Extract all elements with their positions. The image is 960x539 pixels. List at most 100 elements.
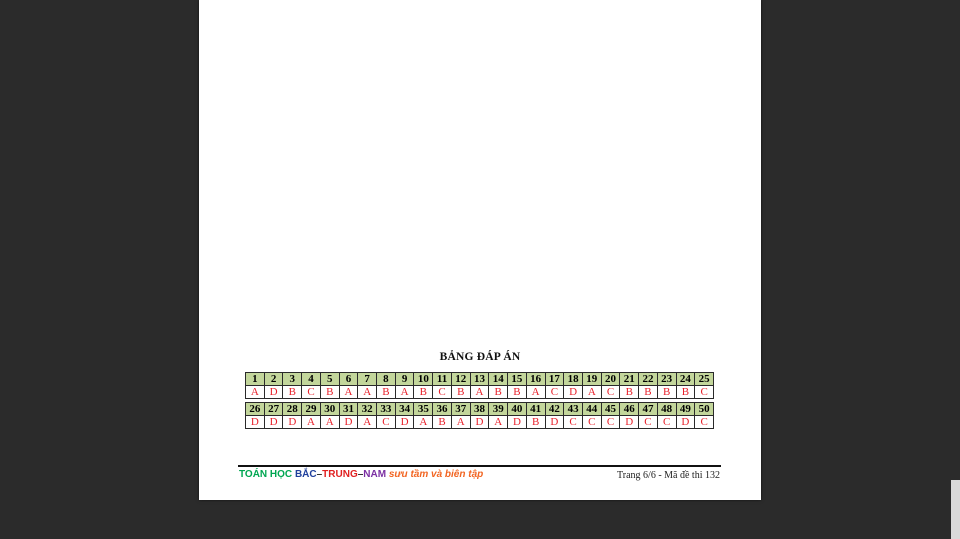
answer-cell: B <box>414 386 433 399</box>
answer-cell: A <box>246 386 265 399</box>
brand-text-bac: BẮC <box>295 469 317 480</box>
question-number-cell: 4 <box>302 373 321 386</box>
question-number-cell: 40 <box>508 403 527 416</box>
question-number-row: 1 2 3 4 5 6 7 8 9 10 11 12 13 14 15 16 17 18 19 20 21 22 23 24 2… <box>246 373 714 386</box>
question-number-cell: 6 <box>339 373 358 386</box>
answer-key-title: BẢNG ĐÁP ÁN <box>199 351 761 363</box>
question-number-cell: 34 <box>395 403 414 416</box>
document-page: BẢNG ĐÁP ÁN 1 2 3 4 5 6 7 8 9 10 11 12 13 14 15 16 17 18 1… <box>199 0 761 500</box>
answer-cell: C <box>302 386 321 399</box>
question-number-cell: 49 <box>676 403 695 416</box>
question-number-cell: 27 <box>264 403 283 416</box>
answer-cell: A <box>526 386 545 399</box>
question-number-cell: 25 <box>695 373 714 386</box>
answer-cell: D <box>508 416 527 429</box>
question-number-cell: 44 <box>582 403 601 416</box>
brand-text-toan-hoc: TOÁN HỌC <box>239 469 292 480</box>
answer-cell: D <box>470 416 489 429</box>
answer-cell: B <box>657 386 676 399</box>
question-number-cell: 36 <box>433 403 452 416</box>
question-number-cell: 22 <box>639 373 658 386</box>
answer-cell: B <box>320 386 339 399</box>
answer-cell: A <box>358 416 377 429</box>
question-number-row: 26 27 28 29 30 31 32 33 34 35 36 37 38 39 40 41 42 43 44 45… <box>246 403 714 416</box>
question-number-cell: 45 <box>601 403 620 416</box>
question-number-cell: 12 <box>451 373 470 386</box>
question-number-cell: 20 <box>601 373 620 386</box>
question-number-cell: 42 <box>545 403 564 416</box>
answer-cell: B <box>433 416 452 429</box>
brand-text-credit: sưu tầm và biên tập <box>389 469 483 480</box>
answer-cell: B <box>676 386 695 399</box>
question-number-cell: 48 <box>657 403 676 416</box>
question-number-cell: 10 <box>414 373 433 386</box>
page-info: Trang 6/6 - Mã đề thi 132 <box>617 470 720 481</box>
question-number-cell: 31 <box>339 403 358 416</box>
answer-cell: A <box>358 386 377 399</box>
answer-cell: C <box>545 386 564 399</box>
answer-cell: D <box>246 416 265 429</box>
answer-cell: A <box>320 416 339 429</box>
answer-cell: B <box>489 386 508 399</box>
answer-cell: C <box>582 416 601 429</box>
brand-text-trung: TRUNG <box>322 469 358 480</box>
question-number-cell: 8 <box>377 373 396 386</box>
answer-cell: D <box>395 416 414 429</box>
question-number-cell: 17 <box>545 373 564 386</box>
answer-cell: B <box>451 386 470 399</box>
answer-table-2: 26 27 28 29 30 31 32 33 34 35 36 37 38 39 40 41 42 43 44 45… <box>245 402 714 429</box>
answer-cell: C <box>377 416 396 429</box>
answer-cell: A <box>470 386 489 399</box>
answer-cell: C <box>695 416 714 429</box>
question-number-cell: 5 <box>320 373 339 386</box>
question-number-cell: 32 <box>358 403 377 416</box>
question-number-cell: 15 <box>508 373 527 386</box>
question-number-cell: 28 <box>283 403 302 416</box>
question-number-cell: 43 <box>564 403 583 416</box>
question-number-cell: 19 <box>582 373 601 386</box>
question-number-cell: 41 <box>526 403 545 416</box>
question-number-cell: 16 <box>526 373 545 386</box>
answer-cell: A <box>582 386 601 399</box>
question-number-cell: 9 <box>395 373 414 386</box>
answer-cell: C <box>695 386 714 399</box>
answer-cell: D <box>264 386 283 399</box>
answer-cell: D <box>264 416 283 429</box>
answer-cell: B <box>639 386 658 399</box>
answer-cell: C <box>639 416 658 429</box>
question-number-cell: 37 <box>451 403 470 416</box>
question-number-cell: 21 <box>620 373 639 386</box>
answer-cell: C <box>433 386 452 399</box>
question-number-cell: 30 <box>320 403 339 416</box>
answer-cell: C <box>601 386 620 399</box>
answer-cell: A <box>339 386 358 399</box>
question-number-cell: 47 <box>639 403 658 416</box>
question-number-cell: 18 <box>564 373 583 386</box>
question-number-cell: 23 <box>657 373 676 386</box>
question-number-cell: 39 <box>489 403 508 416</box>
scrollbar-thumb[interactable] <box>951 480 960 539</box>
question-number-cell: 1 <box>246 373 265 386</box>
answer-cell: D <box>545 416 564 429</box>
answer-cell: D <box>339 416 358 429</box>
answer-cell: A <box>302 416 321 429</box>
answer-cell: B <box>377 386 396 399</box>
answer-cell: A <box>451 416 470 429</box>
answer-cell: D <box>676 416 695 429</box>
question-number-cell: 26 <box>246 403 265 416</box>
answer-cell: B <box>526 416 545 429</box>
question-number-cell: 38 <box>470 403 489 416</box>
question-number-cell: 46 <box>620 403 639 416</box>
question-number-cell: 3 <box>283 373 302 386</box>
question-number-cell: 29 <box>302 403 321 416</box>
answer-cell: B <box>283 386 302 399</box>
answer-cell: C <box>601 416 620 429</box>
question-number-cell: 7 <box>358 373 377 386</box>
answer-cell: D <box>620 416 639 429</box>
question-number-cell: 14 <box>489 373 508 386</box>
answer-cell: C <box>564 416 583 429</box>
answer-cell: A <box>395 386 414 399</box>
answer-cell: A <box>489 416 508 429</box>
question-number-cell: 13 <box>470 373 489 386</box>
